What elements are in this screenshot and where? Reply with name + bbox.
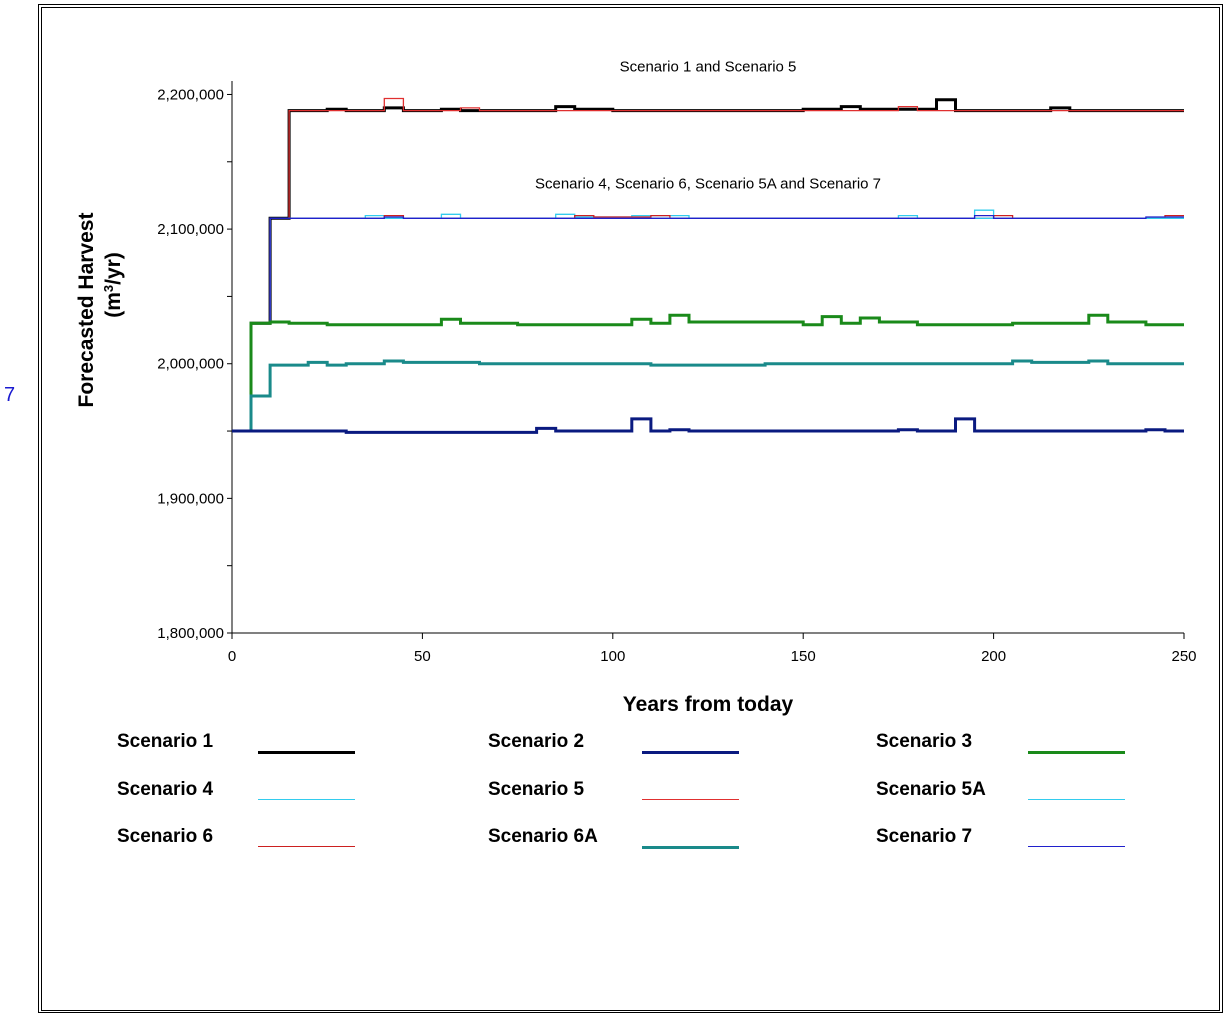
legend-label: Scenario 5	[488, 779, 585, 800]
y-tick-label: 2,100,000	[157, 221, 224, 238]
x-axis-title: Years from today	[623, 693, 794, 716]
legend-swatch	[642, 751, 739, 754]
series-line-scenario-6a	[232, 359, 1184, 433]
y-tick-label: 2,000,000	[157, 356, 224, 373]
legend-label: Scenario 3	[876, 731, 973, 752]
legend-swatch	[1028, 751, 1125, 754]
legend-swatch	[1028, 846, 1125, 847]
side-note: 7	[4, 384, 16, 406]
series-line-scenario-2	[232, 417, 1184, 434]
y-tick-label: 1,800,000	[157, 625, 224, 642]
x-tick-label: 150	[791, 648, 816, 665]
legend-swatch	[258, 846, 355, 847]
x-tick-label: 250	[1171, 648, 1196, 665]
x-tick-label: 100	[600, 648, 625, 665]
axes: 1,800,000 1,900,000 2,000,000 2,100,000 2,20…	[157, 81, 1197, 665]
legend-label: Scenario 6A	[488, 826, 598, 847]
annotation: Scenario 1 and Scenario 5	[620, 59, 797, 76]
chart-labels: Scenario 1 and Scenario 5 Scenario 4, Sce…	[75, 59, 881, 716]
legend-swatch	[1028, 799, 1125, 800]
series-lines	[232, 97, 1184, 434]
legend-label: Scenario 5A	[876, 779, 986, 800]
legend-swatch	[258, 799, 355, 800]
legend-label: Scenario 1	[117, 731, 214, 752]
y-axis-title: Forecasted Harvest	[75, 213, 98, 408]
legend-swatch	[258, 751, 355, 754]
x-tick-label: 200	[981, 648, 1006, 665]
legend-label: Scenario 4	[117, 779, 214, 800]
chart-frame	[38, 4, 1223, 1013]
y-tick-label: 2,200,000	[157, 86, 224, 103]
series-line-scenario-5	[232, 97, 1184, 432]
legend-label: Scenario 2	[488, 731, 585, 752]
legend-swatch	[642, 846, 739, 849]
legend-label: Scenario 6	[117, 826, 214, 847]
y-axis-unit: (m3/yr)	[101, 252, 126, 318]
legend-swatch	[642, 799, 739, 800]
series-line-scenario-3	[232, 313, 1184, 433]
x-tick-label: 0	[228, 648, 236, 665]
y-tick-label: 1,900,000	[157, 490, 224, 507]
annotation: Scenario 4, Scenario 6, Scenario 5A and …	[535, 176, 881, 193]
series-line-scenario-1	[232, 98, 1184, 433]
legend-label: Scenario 7	[876, 826, 973, 847]
x-tick-label: 50	[414, 648, 431, 665]
